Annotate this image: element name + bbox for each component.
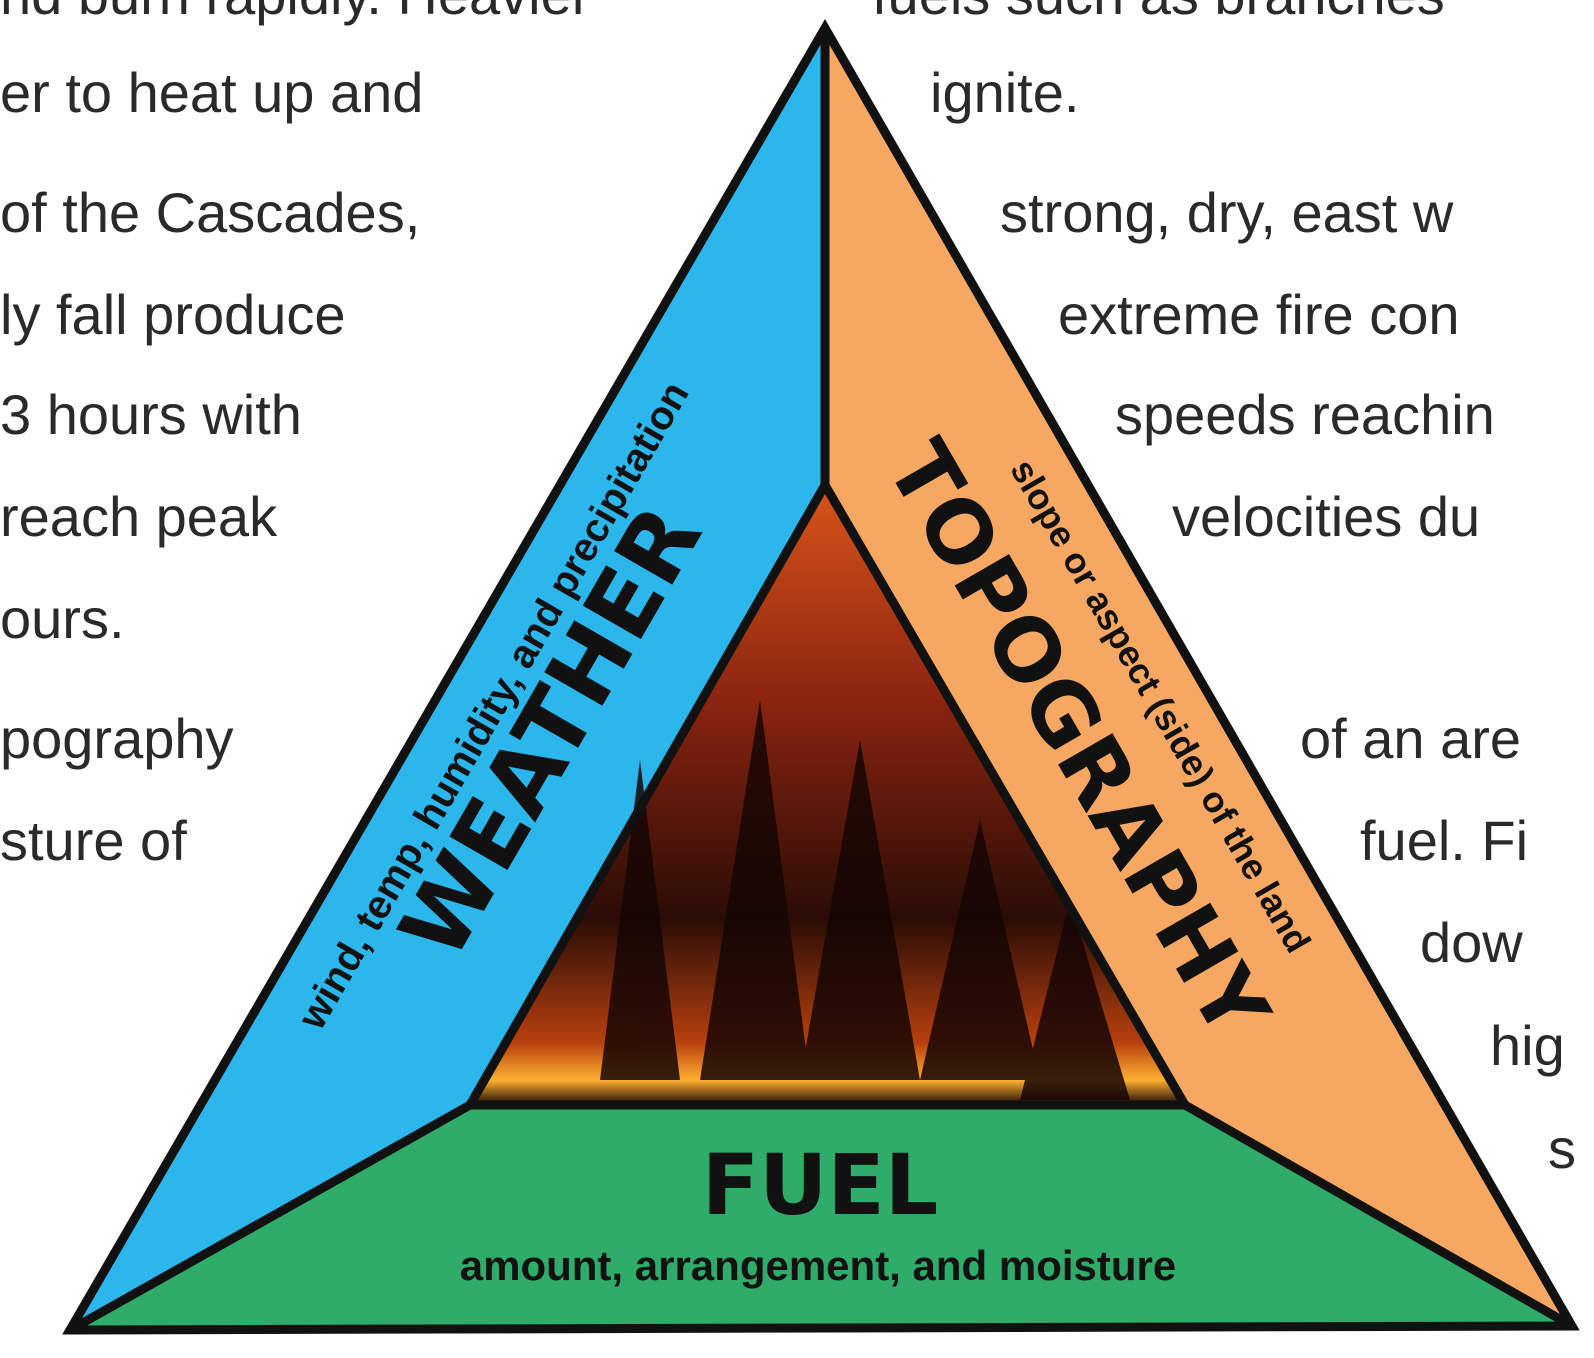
right-text-line: hig <box>1490 1014 1565 1077</box>
right-text-line: extreme fire con <box>1058 283 1460 346</box>
left-text-line: reach peak <box>0 485 278 548</box>
screenshot: nd burn rapidly. Heavier er to heat up an… <box>0 0 1594 1358</box>
left-text-line: of the Cascades, <box>0 181 420 244</box>
right-text-line: fuel. Fi <box>1360 809 1528 872</box>
right-text-line: ignite. <box>930 61 1079 124</box>
right-text-line: of an are <box>1300 707 1521 770</box>
right-text-line: velocities du <box>1172 485 1480 548</box>
left-text-line: ours. <box>0 587 125 650</box>
right-text-line: s <box>1548 1117 1576 1180</box>
right-text-line: speeds reachin <box>1115 383 1495 446</box>
right-text-line: strong, dry, east w <box>1000 181 1454 244</box>
left-text-line: 3 hours with <box>0 383 302 446</box>
left-text-line: er to heat up and <box>0 61 423 124</box>
right-text-line: dow <box>1420 911 1523 974</box>
left-text-line: ly fall produce <box>0 283 346 346</box>
fuel-title: FUEL <box>702 1136 939 1234</box>
left-text-line: nd burn rapidly. Heavier <box>0 0 590 26</box>
left-text-line: pography <box>0 707 234 770</box>
left-text-line: sture of <box>0 809 187 872</box>
right-text-line: fuels such as branches <box>872 0 1445 26</box>
page: {"left_text": ["nd burn rapidly. Heavier… <box>0 0 1594 1358</box>
fuel-subtitle: amount, arrangement, and moisture <box>460 1242 1176 1289</box>
